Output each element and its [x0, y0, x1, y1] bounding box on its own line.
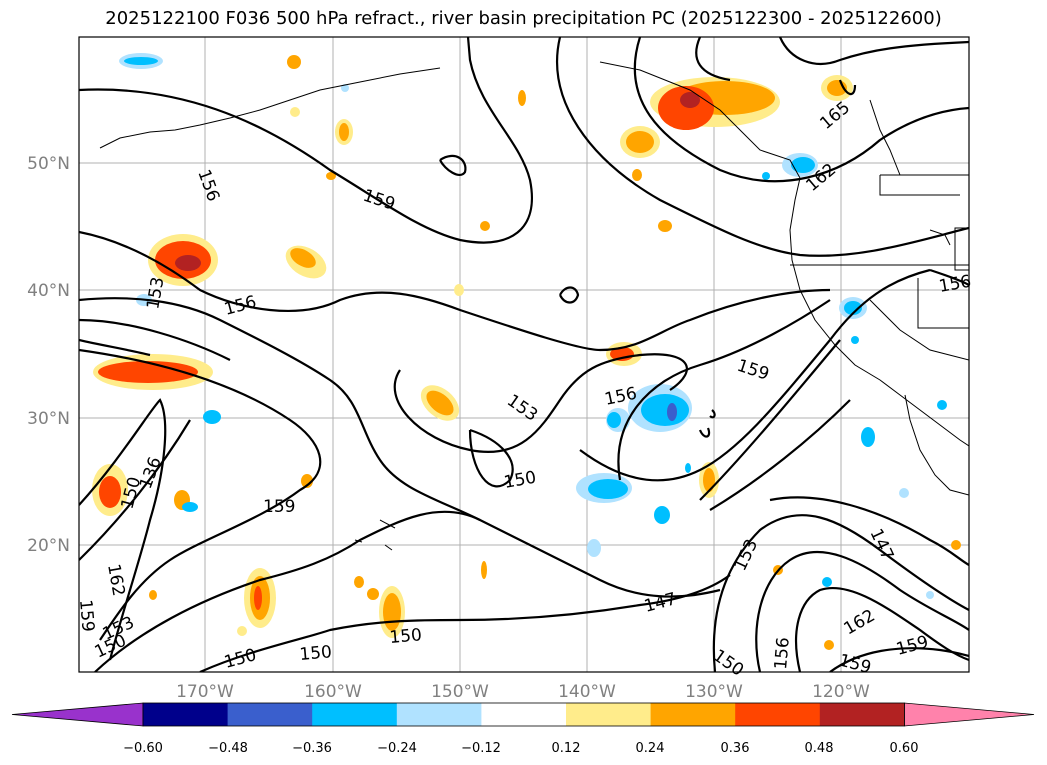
lat-tick-label: 20°N	[27, 536, 70, 556]
colorbar-segment	[227, 703, 313, 726]
coastlines	[99, 61, 969, 551]
lon-tick-label: 170°W	[176, 682, 234, 702]
colorbar-extend-high	[904, 702, 1035, 727]
graticule	[79, 37, 969, 672]
refractivity-contours	[79, 37, 969, 672]
colorbar-border	[142, 702, 905, 727]
colorbar-tick-label: 0.48	[805, 741, 834, 756]
colorbar-tick-label: 0.12	[552, 741, 581, 756]
colorbar-extend-low	[11, 702, 144, 727]
lat-tick-label: 40°N	[27, 281, 70, 301]
map-frame-border	[78, 36, 970, 673]
lon-tick-label: 120°W	[812, 682, 870, 702]
precipitation-shading	[92, 53, 961, 650]
colorbar-tick-label: 0.36	[721, 741, 750, 756]
colorbar-tick-label: 0.24	[636, 741, 665, 756]
latitude-ticks: 50°N 40°N 30°N 20°N	[27, 154, 70, 556]
lon-tick-label: 160°W	[304, 682, 362, 702]
longitude-ticks: 170°W 160°W 150°W 140°W 130°W 120°W	[176, 682, 870, 702]
colorbar-segment	[735, 703, 821, 726]
map-frame-bg	[79, 37, 969, 672]
lon-tick-label: 150°W	[431, 682, 489, 702]
colorbar-segment	[566, 703, 652, 726]
contour-label: 150	[389, 625, 423, 648]
colorbar-tick-label: −0.48	[208, 741, 248, 756]
colorbar-segment	[312, 703, 398, 726]
lon-tick-label: 130°W	[685, 682, 743, 702]
lat-tick-label: 30°N	[27, 409, 70, 429]
colorbar-tick-label: −0.24	[377, 741, 417, 756]
colorbar	[11, 702, 1035, 727]
colorbar-ticks: −0.60 −0.48 −0.36 −0.24 −0.12 0.12 0.24 …	[123, 741, 918, 756]
lon-tick-label: 140°W	[558, 682, 616, 702]
map-title: 2025122100 F036 500 hPa refract., river …	[105, 8, 942, 29]
colorbar-segment	[481, 703, 567, 726]
colorbar-segment	[396, 703, 482, 726]
colorbar-tick-label: −0.60	[123, 741, 163, 756]
colorbar-segment	[819, 703, 905, 726]
contour-label: 159	[263, 497, 295, 517]
colorbar-tick-label: −0.36	[292, 741, 332, 756]
contour-label: 150	[299, 642, 333, 665]
colorbar-tick-label: 0.60	[890, 741, 919, 756]
lat-tick-label: 50°N	[27, 154, 70, 174]
contour-label: 156	[771, 636, 794, 670]
colorbar-segment	[650, 703, 736, 726]
contour-label: 159	[75, 599, 98, 633]
colorbar-tick-label: −0.12	[461, 741, 501, 756]
colorbar-segment	[143, 703, 229, 726]
